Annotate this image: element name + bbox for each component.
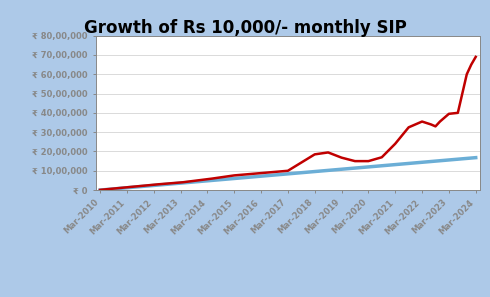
Line: Cumulative Invested Amount: Cumulative Invested Amount — [100, 158, 476, 190]
Cumulative Invested Amount — [417, 161, 423, 164]
Cumulative Invested Amount — [390, 163, 396, 167]
Market Value — [97, 188, 103, 192]
Cumulative Invested Amount — [397, 162, 403, 166]
Text: Growth of Rs 10,000/- monthly SIP: Growth of Rs 10,000/- monthly SIP — [84, 19, 406, 37]
Market Value — [455, 111, 461, 115]
Cumulative Invested Amount — [473, 156, 479, 159]
Cumulative Invested Amount — [245, 176, 250, 179]
Cumulative Invested Amount — [198, 180, 204, 183]
Market Value — [245, 173, 250, 176]
Market Value — [473, 55, 479, 59]
Line: Market Value: Market Value — [100, 57, 476, 190]
Market Value — [397, 137, 403, 140]
Cumulative Invested Amount — [455, 157, 461, 161]
Cumulative Invested Amount — [97, 188, 103, 192]
Market Value — [417, 121, 423, 124]
Market Value — [198, 178, 204, 182]
Market Value — [390, 144, 396, 148]
